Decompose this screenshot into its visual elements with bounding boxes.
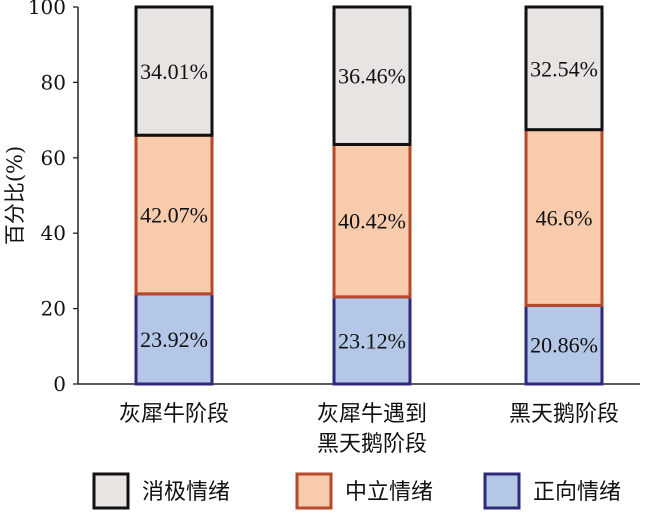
bar-segment — [524, 303, 604, 386]
data-label: 36.46% — [338, 64, 406, 89]
data-label: 23.92% — [140, 327, 208, 352]
data-label: 46.6% — [536, 206, 593, 231]
y-axis-title: 百分比(%) — [3, 146, 27, 245]
bar-segment — [134, 5, 214, 137]
y-tick-label: 20 — [41, 297, 66, 321]
y-tick-label: 60 — [41, 146, 66, 170]
legend-swatch — [92, 472, 130, 510]
category-label: 黑天鹅阶段 — [509, 402, 619, 427]
bar-segment — [332, 295, 412, 386]
data-label: 20.86% — [530, 333, 598, 358]
y-tick-label: 100 — [28, 0, 66, 19]
data-label: 32.54% — [530, 56, 598, 81]
legend-swatch — [483, 472, 521, 510]
legend-label: 中立情绪 — [345, 480, 433, 505]
data-label: 23.12% — [338, 328, 406, 353]
data-label: 42.07% — [140, 203, 208, 228]
category-label: 灰犀牛遇到 — [317, 402, 427, 427]
bar-segment — [134, 292, 214, 386]
category-label: 灰犀牛阶段 — [119, 402, 229, 427]
legend-label: 正向情绪 — [533, 480, 621, 505]
y-axis-title-group: 百分比(%) — [3, 146, 27, 245]
bars: 23.92% 42.07% 34.01% 23.12% 40.42% 36.46% 20.8… — [134, 5, 604, 386]
y-tick-label: 40 — [41, 221, 66, 245]
data-label: 40.42% — [338, 209, 406, 234]
data-label: 34.01% — [140, 59, 208, 84]
legend: 消极情绪 中立情绪 正向情绪 — [92, 472, 621, 510]
y-tick-label: 0 — [53, 372, 66, 396]
category-label: 黑天鹅阶段 — [317, 432, 427, 457]
y-tick-label: 80 — [41, 70, 66, 94]
bar-segment — [134, 133, 214, 296]
legend-swatch — [295, 472, 333, 510]
legend-label: 消极情绪 — [142, 480, 230, 505]
bar-segment — [332, 5, 412, 146]
bar-segment — [524, 5, 604, 132]
